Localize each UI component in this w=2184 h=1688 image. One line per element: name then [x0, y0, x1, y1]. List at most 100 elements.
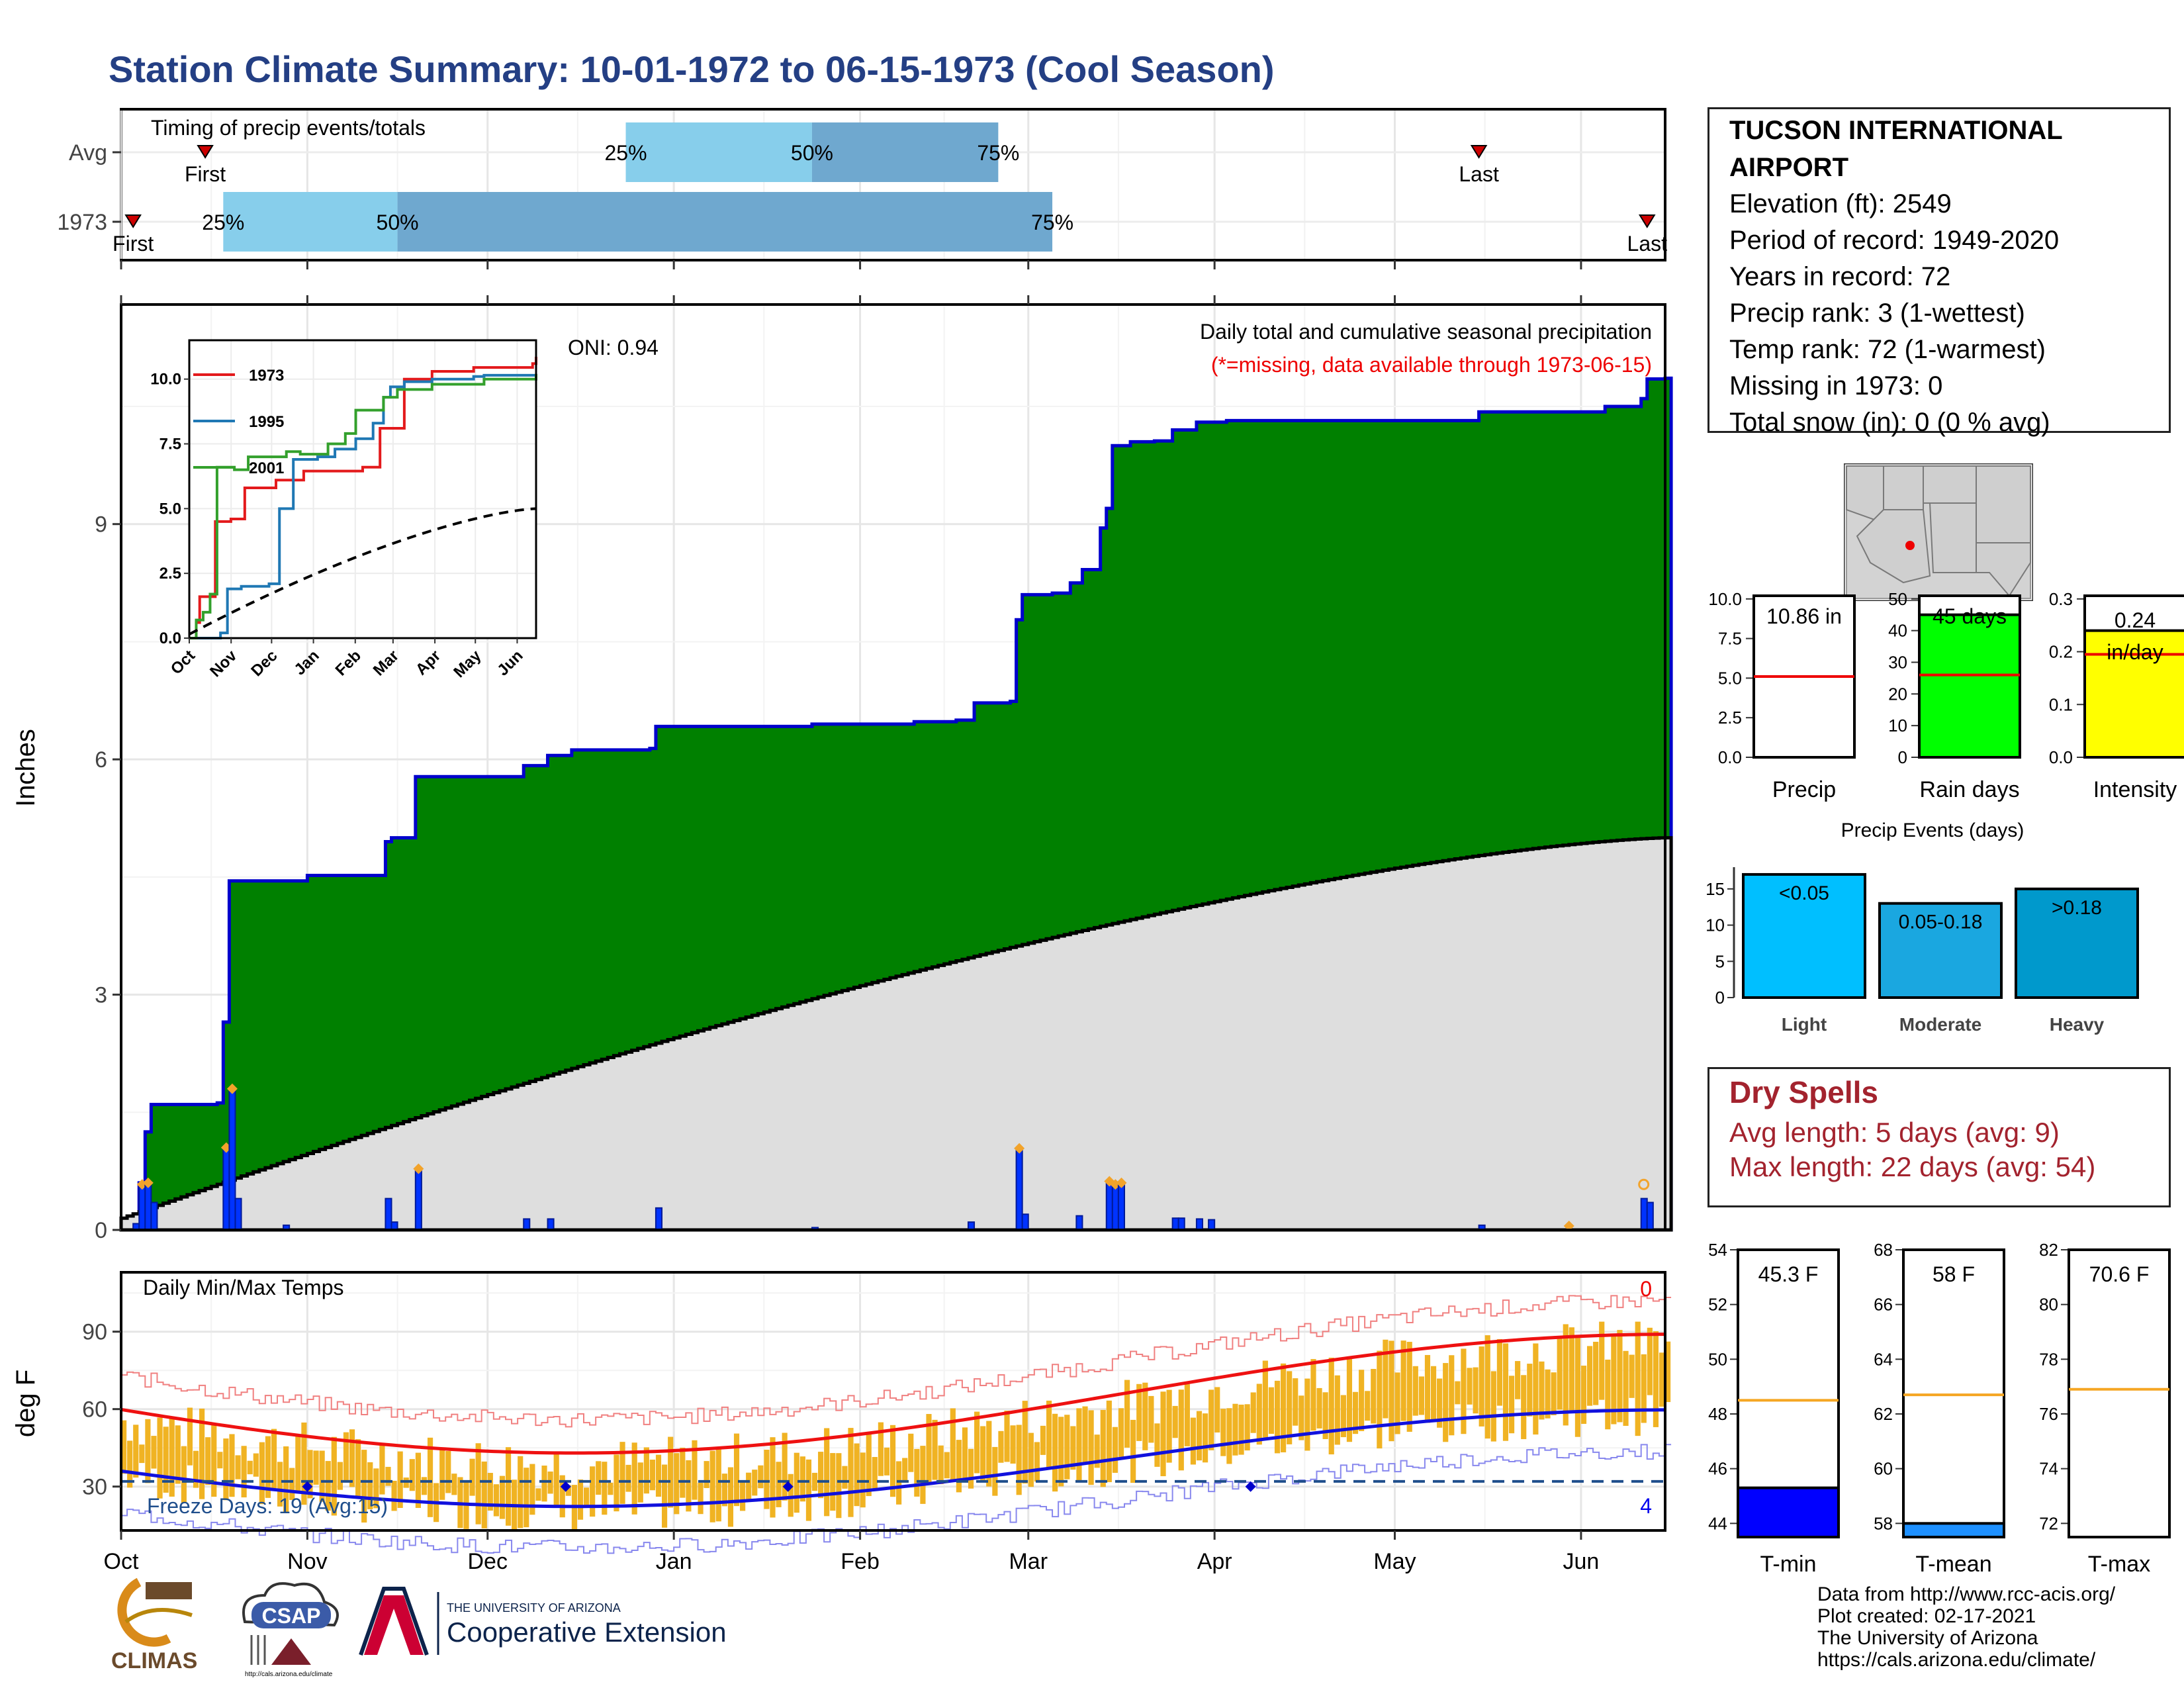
station-elevation: Elevation (ft): 2549	[1729, 189, 1952, 218]
y-tick-label: 0	[95, 1218, 107, 1243]
daily-temp-bar	[1088, 1410, 1094, 1485]
daily-temp-bar	[1605, 1359, 1611, 1430]
daily-temp-bar	[1490, 1371, 1496, 1442]
mini-y-tick-label: 7.5	[1718, 629, 1742, 649]
daily-temp-bar	[908, 1433, 914, 1472]
daily-temp-bar	[1064, 1415, 1070, 1479]
daily-temp-bar	[1214, 1387, 1220, 1433]
event-marker	[1638, 1178, 1650, 1190]
daily-temp-bar	[649, 1460, 656, 1491]
daily-temp-bar	[1052, 1413, 1058, 1492]
daily-temp-bar	[1082, 1406, 1088, 1463]
timing-bar-q1	[223, 192, 398, 252]
mini-y-tick-label: 0	[1898, 747, 1907, 767]
month-tick-label: Apr	[1197, 1549, 1232, 1574]
daily-temp-bar	[896, 1461, 902, 1505]
dry-spells-avg: Avg length: 5 days (avg: 9)	[1729, 1117, 2060, 1148]
mini-y-tick-label: 62	[1874, 1404, 1893, 1424]
temp-panel: Daily Min/Max Temps Freeze Days: 19 (Avg…	[11, 1271, 1672, 1554]
mini-y-tick-label: 54	[1708, 1240, 1727, 1260]
daily-temp-bar	[992, 1446, 998, 1496]
daily-temp-bar	[241, 1446, 247, 1498]
daily-temp-bar	[1473, 1367, 1479, 1414]
daily-temp-bar	[1388, 1340, 1394, 1442]
daily-temp-bar	[277, 1462, 283, 1507]
daily-temp-bar	[1359, 1370, 1365, 1431]
mini-y-tick-label: 80	[2039, 1295, 2058, 1315]
daily-temp-bar	[1340, 1395, 1346, 1438]
daily-precip-bar	[150, 1201, 158, 1231]
month-tick-label: Mar	[1009, 1549, 1048, 1574]
daily-temp-bar	[535, 1488, 541, 1501]
daily-temp-bar	[1653, 1331, 1659, 1427]
daily-temp-bar	[265, 1436, 271, 1498]
daily-precip-bar	[547, 1218, 555, 1231]
y-tick-label: 3	[95, 983, 107, 1008]
timing-row-label: Avg	[69, 140, 107, 165]
daily-temp-bar	[746, 1472, 752, 1500]
daily-temp-bar	[1484, 1335, 1490, 1439]
daily-temp-bar	[1148, 1395, 1154, 1443]
daily-temp-bar	[181, 1446, 187, 1503]
first-event-marker	[124, 214, 142, 228]
mini-y-tick-label: 44	[1708, 1513, 1727, 1533]
daily-precip-bar	[414, 1168, 422, 1231]
station-location-marker	[1905, 541, 1915, 550]
mini-value-bar	[1737, 1486, 1840, 1539]
daily-temp-bar	[451, 1474, 457, 1495]
daily-temp-bar	[998, 1430, 1004, 1463]
record-high-line	[121, 1295, 1672, 1428]
daily-temp-bar	[824, 1428, 830, 1517]
timing-q75-label: 75%	[977, 141, 1019, 165]
mini-x-label: Precip	[1772, 777, 1836, 802]
mini-value-label: 45 days	[1933, 604, 2007, 628]
daily-temp-bar	[1328, 1357, 1334, 1455]
precip-summary-charts: 0.0 2.5 5.0 7.5 10.0 10.86 in Precip 0 10 20 30 40 5…	[1708, 589, 2184, 802]
mini-x-label: Intensity	[2093, 777, 2177, 802]
daily-temp-bar	[553, 1452, 559, 1506]
daily-temp-bar	[1449, 1355, 1455, 1436]
precip-events-chart: Precip Events (days) 0 5 10 15 <0.05 Light 0.05…	[1706, 820, 2158, 1035]
precip-note: Daily total and cumulative seasonal prec…	[1200, 320, 1652, 344]
precip-missing-note: (*=missing, data available through 1973-…	[1211, 353, 1652, 377]
daily-temp-bar	[169, 1419, 175, 1497]
event-bar	[1742, 872, 1866, 999]
daily-temp-bar	[523, 1468, 529, 1528]
daily-temp-bar	[1040, 1425, 1046, 1455]
daily-temp-bar	[1383, 1339, 1388, 1419]
daily-temp-bar	[247, 1460, 253, 1475]
daily-temp-bar	[1400, 1340, 1406, 1421]
daily-temp-bar	[686, 1460, 692, 1512]
temp-summary-charts: 44 46 48 50 52 54 45.3 F T-min 58 60 62 64 66 68 58 F T…	[1708, 1240, 2171, 1575]
daily-temp-bar	[325, 1461, 331, 1511]
daily-temp-bar	[1635, 1321, 1641, 1436]
average-min-line	[120, 1408, 1666, 1509]
daily-temp-bar	[1304, 1378, 1310, 1451]
daily-temp-bar	[1617, 1330, 1623, 1423]
daily-temp-bar	[475, 1443, 481, 1524]
daily-precip-bar	[1111, 1184, 1119, 1231]
page-title: Station Climate Summary: 10-01-1972 to 0…	[109, 48, 1275, 90]
daily-temp-bar	[1268, 1387, 1275, 1434]
daily-temp-bar	[313, 1450, 319, 1485]
daily-temp-bar	[445, 1451, 451, 1493]
daily-temp-bar	[884, 1447, 890, 1476]
daily-temp-bar	[830, 1453, 836, 1511]
daily-temp-bar	[1004, 1411, 1010, 1462]
timing-bar-q2	[397, 192, 1053, 252]
daily-temp-bar	[788, 1474, 794, 1517]
mini-y-tick-label: 66	[1874, 1295, 1893, 1315]
mini-precip-panel: 0 10 20 30 40 50 45 days Rain days	[1888, 589, 2021, 802]
dry-spells-title: Dry Spells	[1729, 1075, 1878, 1109]
daily-temp-bar	[1647, 1327, 1653, 1395]
daily-temp-bar	[602, 1462, 608, 1515]
mini-temp-panel: 58 60 62 64 66 68 58 F T-mean	[1874, 1240, 2005, 1575]
daily-temp-bar	[409, 1459, 415, 1491]
daily-temp-bar	[391, 1480, 397, 1511]
daily-temp-bar	[902, 1458, 908, 1483]
daily-temp-bar	[139, 1444, 145, 1464]
event-marker	[142, 1177, 154, 1188]
daily-temp-bar	[776, 1462, 782, 1507]
station-missing: Missing in 1973: 0	[1729, 371, 1943, 400]
mini-y-tick-label: 76	[2039, 1404, 2058, 1424]
